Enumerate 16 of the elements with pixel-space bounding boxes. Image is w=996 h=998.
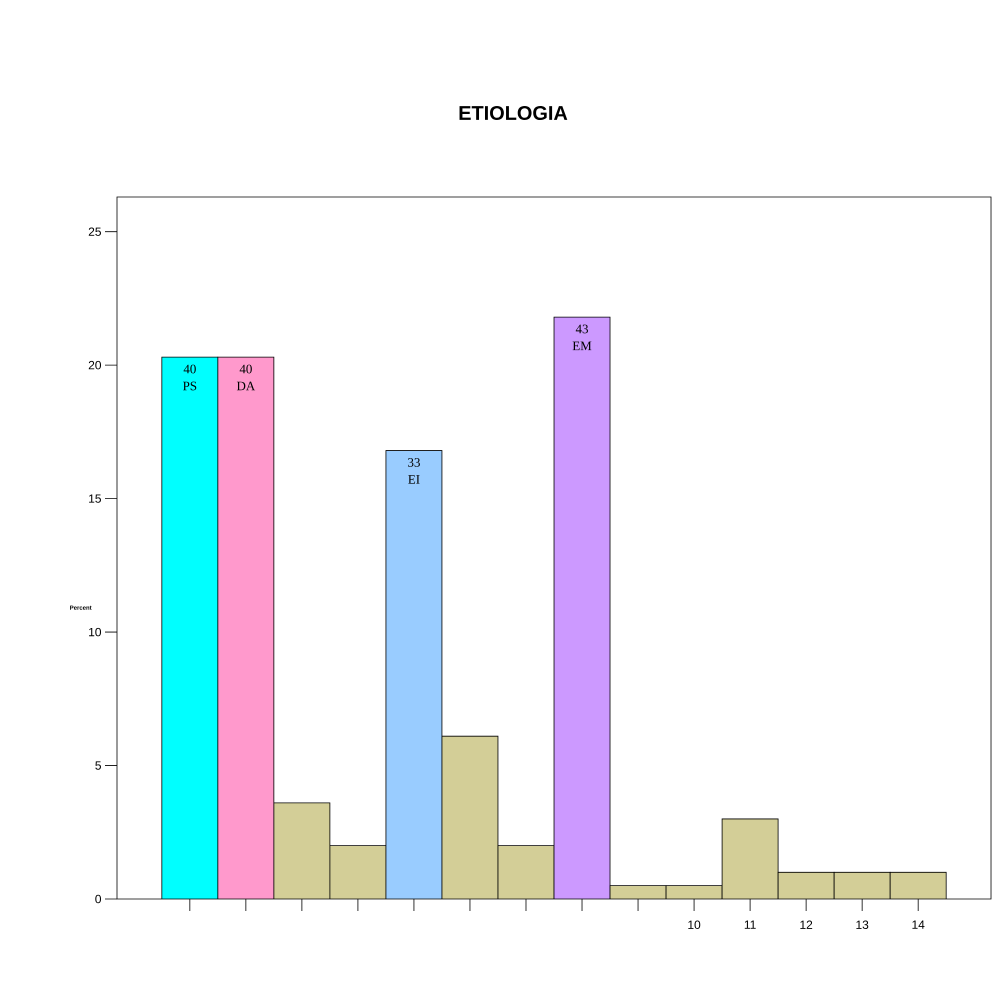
x-tick-label: 11 bbox=[744, 920, 756, 929]
y-tick-label: 15 bbox=[89, 494, 101, 503]
x-tick-label: 12 bbox=[800, 920, 812, 929]
x-tick-label: 10 bbox=[688, 920, 700, 929]
y-tick-label: 5 bbox=[95, 761, 101, 770]
x-tick-label: 13 bbox=[856, 920, 868, 929]
x-tick-label: 14 bbox=[912, 920, 924, 929]
annotation: 33 EI bbox=[408, 458, 420, 484]
chart-title: ETIOLOGIA bbox=[460, 106, 568, 120]
y-tick-label: 0 bbox=[95, 894, 102, 904]
annotation: 43 EM bbox=[572, 324, 592, 350]
annotation: 40 PS bbox=[183, 364, 196, 390]
annotation: 40 DA bbox=[236, 364, 256, 390]
y-tick-label: 25 bbox=[88, 227, 101, 236]
y-tick-label: 20 bbox=[88, 360, 102, 370]
y-tick-label: 10 bbox=[89, 628, 102, 636]
